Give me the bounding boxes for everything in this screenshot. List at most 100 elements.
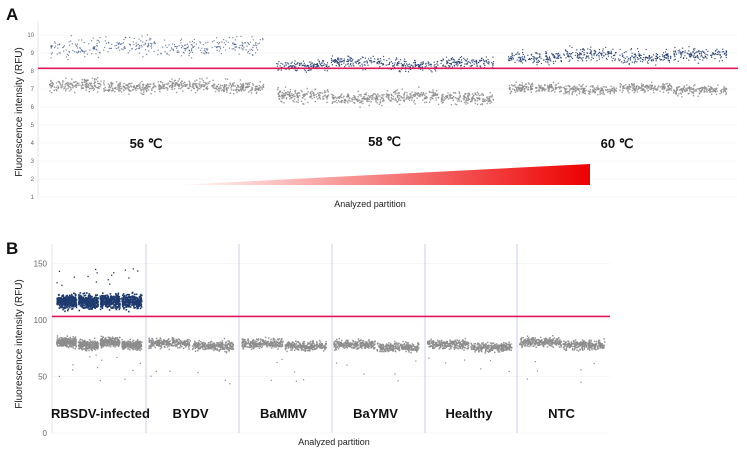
- positive-droplet: [535, 52, 538, 54]
- panel-b-y-tick: 50: [38, 372, 47, 381]
- negative-droplet: [170, 80, 172, 83]
- positive-droplet: [699, 53, 701, 55]
- positive-droplet: [288, 65, 290, 68]
- positive-droplet: [66, 298, 68, 300]
- negative-droplet: [379, 99, 382, 101]
- positive-droplet: [127, 52, 129, 54]
- positive-droplet: [252, 44, 254, 46]
- positive-droplet: [238, 53, 240, 55]
- negative-droplet: [234, 85, 236, 87]
- positive-droplet: [334, 59, 336, 61]
- positive-droplet: [485, 56, 487, 58]
- positive-droplet: [688, 54, 690, 56]
- positive-droplet: [352, 64, 354, 66]
- negative-droplet: [523, 90, 525, 93]
- positive-droplet: [456, 63, 458, 65]
- negative-droplet: [551, 86, 554, 88]
- positive-droplet: [79, 302, 81, 304]
- negative-droplet: [550, 84, 552, 86]
- positive-droplet: [350, 57, 352, 59]
- positive-droplet: [400, 62, 402, 64]
- negative-droplet: [578, 84, 580, 86]
- negative-droplet: [319, 98, 322, 100]
- positive-droplet: [129, 44, 132, 46]
- positive-droplet: [310, 65, 312, 67]
- negative-droplet: [297, 101, 299, 103]
- negative-droplet: [592, 90, 595, 93]
- negative-droplet: [517, 87, 520, 89]
- positive-droplet: [362, 56, 364, 58]
- negative-droplet: [432, 92, 435, 94]
- negative-droplet: [97, 344, 99, 346]
- negative-droplet: [600, 87, 602, 89]
- negative-droplet: [70, 340, 72, 342]
- negative-droplet: [398, 97, 400, 99]
- positive-droplet: [516, 53, 518, 55]
- negative-droplet: [126, 87, 128, 89]
- negative-droplet: [244, 89, 246, 91]
- positive-droplet: [569, 59, 571, 61]
- positive-droplet: [247, 50, 249, 52]
- positive-droplet: [203, 52, 205, 54]
- positive-droplet: [600, 53, 602, 55]
- negative-droplet: [80, 346, 83, 349]
- negative-droplet: [104, 340, 106, 342]
- negative-droplet: [166, 83, 168, 85]
- negative-droplet: [636, 89, 638, 91]
- positive-droplet: [459, 57, 461, 59]
- negative-droplet: [698, 93, 701, 95]
- positive-droplet: [187, 47, 189, 49]
- positive-droplet: [97, 304, 99, 306]
- negative-droplet: [682, 89, 684, 91]
- negative-droplet: [242, 83, 245, 86]
- negative-droplet: [331, 102, 333, 104]
- positive-droplet: [252, 54, 254, 56]
- negative-droplet: [50, 86, 52, 89]
- negative-droplet: [569, 88, 571, 90]
- negative-droplet: [711, 93, 713, 95]
- negative-droplet: [90, 82, 93, 85]
- negative-droplet: [594, 92, 596, 94]
- positive-droplet: [618, 60, 620, 62]
- positive-droplet: [446, 61, 448, 64]
- negative-droplet: [56, 342, 59, 344]
- negative-droplet: [407, 96, 410, 98]
- negative-droplet: [396, 101, 398, 103]
- negative-droplet: [467, 96, 469, 98]
- negative-droplet: [62, 81, 64, 83]
- negative-droplet: [109, 84, 111, 86]
- positive-droplet: [83, 52, 85, 54]
- negative-droplet: [152, 86, 155, 89]
- negative-droplet: [72, 336, 74, 338]
- negative-droplet: [98, 87, 100, 89]
- negative-droplet: [63, 343, 65, 345]
- negative-droplet: [74, 339, 77, 341]
- positive-droplet: [112, 306, 115, 308]
- positive-droplet: [614, 59, 616, 61]
- negative-droplet: [135, 89, 137, 91]
- positive-droplet: [66, 302, 68, 304]
- negative-droplet: [437, 103, 440, 106]
- positive-droplet: [335, 60, 337, 62]
- negative-droplet: [432, 91, 434, 93]
- negative-droplet: [327, 94, 330, 96]
- negative-droplet: [362, 96, 365, 98]
- panel-b-group-dividers: [145, 244, 518, 433]
- negative-droplet: [89, 346, 92, 348]
- negative-droplet: [414, 103, 416, 105]
- negative-droplet: [127, 88, 129, 90]
- negative-droplet: [224, 78, 227, 80]
- positive-droplet: [78, 298, 81, 301]
- positive-droplet: [150, 45, 152, 47]
- negative-droplet: [595, 89, 598, 91]
- positive-droplet: [580, 57, 582, 59]
- negative-droplet: [523, 89, 525, 91]
- positive-droplet: [475, 59, 477, 61]
- negative-droplet: [708, 89, 710, 91]
- negative-droplet: [229, 92, 232, 94]
- negative-droplet: [108, 344, 111, 346]
- negative-droplet: [466, 99, 468, 101]
- negative-droplet: [196, 85, 198, 87]
- positive-droplet: [675, 50, 677, 52]
- negative-droplet: [611, 87, 613, 90]
